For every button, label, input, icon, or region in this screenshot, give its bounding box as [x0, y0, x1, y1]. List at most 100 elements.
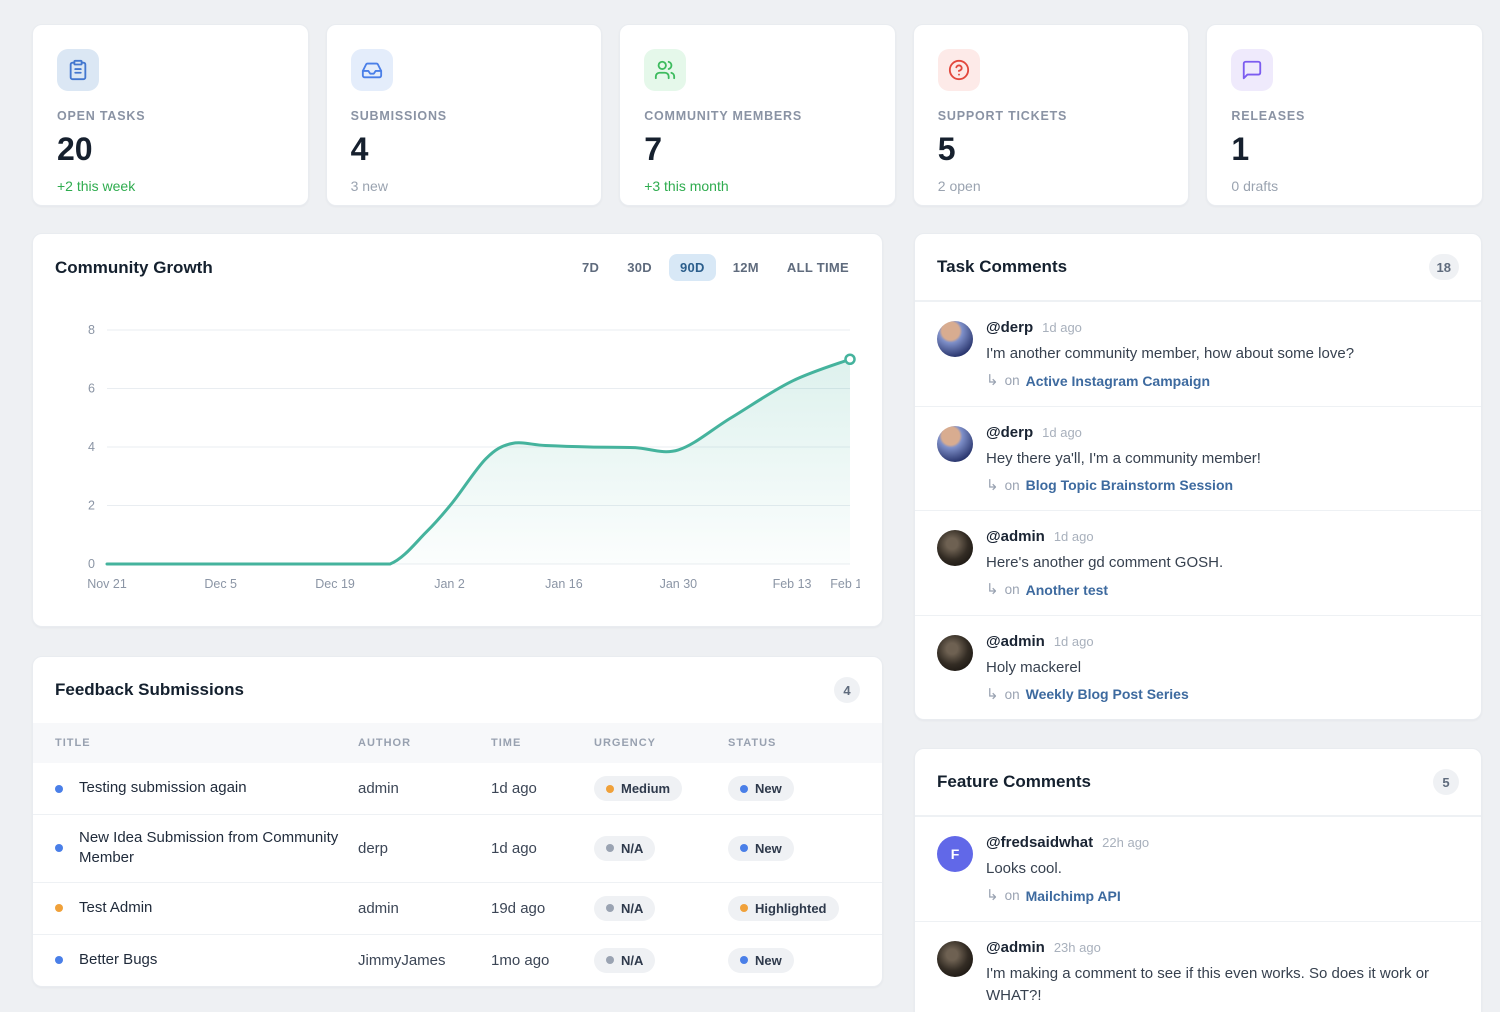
- status-badge: Highlighted: [728, 895, 839, 921]
- urgency-badge: Medium: [594, 776, 683, 801]
- comment-target-link[interactable]: Another test: [1025, 581, 1109, 598]
- submission-author: derp: [358, 839, 389, 857]
- task-comments-title: Task Comments: [937, 257, 1068, 276]
- stat-label: OPEN TASKS: [57, 109, 146, 123]
- feedback-count-badge: 4: [834, 677, 860, 703]
- stat-card-releases: RELEASES 1 0 drafts: [1206, 24, 1483, 206]
- table-row[interactable]: Testing submission again admin 1d ago Me…: [33, 763, 882, 814]
- stat-subtext: +2 this week: [57, 178, 136, 194]
- range-button-90d[interactable]: 90D: [668, 254, 716, 281]
- feature-comments-count-badge: 5: [1433, 769, 1459, 795]
- table-row[interactable]: Better Bugs JimmyJames 1mo ago N/A New: [33, 933, 882, 986]
- stat-subtext: +3 this month: [644, 178, 729, 194]
- comment-timestamp: 22h ago: [1102, 835, 1150, 850]
- stat-value: 4: [350, 131, 369, 167]
- submission-author: JimmyJames: [358, 951, 446, 969]
- comment-text: I'm making a comment to see if this even…: [986, 964, 1430, 1005]
- svg-text:6: 6: [88, 382, 95, 396]
- users-icon: [644, 49, 687, 91]
- stat-subtext: 0 drafts: [1231, 178, 1279, 194]
- comment-target-link[interactable]: Weekly Blog Post Series: [1025, 686, 1189, 702]
- range-button-30d[interactable]: 30D: [627, 260, 652, 275]
- svg-text:2: 2: [88, 499, 95, 513]
- reply-arrow-icon: ↳: [986, 685, 999, 703]
- avatar: F: [937, 836, 973, 872]
- stats-row: OPEN TASKS 20 +2 this week SUBMISSIONS 4…: [32, 24, 1483, 206]
- comment-author: @admin: [986, 528, 1045, 545]
- stat-card-submissions: SUBMISSIONS 4 3 new: [325, 24, 603, 206]
- feedback-table-header: TITLE AUTHOR TIME URGENCY STATUS: [33, 723, 882, 763]
- stat-value: 20: [57, 131, 93, 167]
- community-growth-title: Community Growth: [55, 257, 213, 277]
- comment-author: @derp: [986, 319, 1034, 336]
- submission-title: New Idea Submission from Community Membe…: [79, 829, 339, 867]
- time-range-selector: 7D 30D 90D 12M ALL TIME: [571, 254, 860, 281]
- urgency-badge: N/A: [594, 835, 656, 861]
- status-badge: New: [728, 776, 794, 801]
- feature-comments-header: Feature Comments 5: [915, 749, 1481, 816]
- row-dot: [55, 784, 63, 793]
- comment-text: Holy mackerel: [986, 658, 1082, 676]
- row-dot: [55, 956, 63, 964]
- comment-target-link[interactable]: Blog Topic Brainstorm Session: [1025, 477, 1234, 493]
- stat-value: 7: [644, 131, 662, 167]
- message-square-icon: [1231, 49, 1274, 91]
- stat-label: RELEASES: [1231, 109, 1306, 123]
- svg-text:0: 0: [88, 557, 95, 571]
- stat-card-support-tickets: SUPPORT TICKETS 5 2 open: [912, 24, 1190, 206]
- avatar: [937, 530, 973, 566]
- status-badge: New: [728, 947, 794, 973]
- reply-arrow-icon: ↳: [986, 476, 999, 494]
- stat-card-community-members: COMMUNITY MEMBERS 7 +3 this month: [619, 24, 896, 206]
- reply-prefix: on: [1004, 686, 1020, 702]
- reply-arrow-icon: ↳: [986, 372, 999, 389]
- comment-target-link[interactable]: Active Instagram Campaign: [1025, 372, 1210, 389]
- submission-title: Better Bugs: [79, 950, 158, 968]
- comment-timestamp: 1d ago: [1042, 424, 1082, 440]
- left-column: Community Growth 7D 30D 90D 12M ALL TIME…: [32, 233, 883, 1012]
- svg-text:Dec 19: Dec 19: [315, 577, 355, 591]
- stat-value: 5: [937, 131, 956, 167]
- stat-label: SUBMISSIONS: [350, 109, 447, 123]
- comment-text: Hey there ya'll, I'm a community member!: [986, 449, 1261, 467]
- column-header-time: TIME: [491, 737, 522, 749]
- stat-label: SUPPORT TICKETS: [937, 109, 1068, 123]
- feedback-submissions-header: Feedback Submissions 4: [33, 657, 882, 723]
- comment-author: @admin: [986, 938, 1045, 956]
- avatar: [937, 425, 973, 462]
- comment-item: @derp 1d ago I'm another community membe…: [915, 301, 1481, 406]
- feature-comments-card: Feature Comments 5 F @fredsaidwhat 22h a…: [914, 748, 1482, 1012]
- svg-text:8: 8: [88, 323, 95, 337]
- inbox-icon: [350, 49, 393, 91]
- help-circle-icon: [937, 49, 980, 91]
- comment-text: I'm another community member, how about …: [986, 345, 1355, 362]
- comment-target-link[interactable]: Mailchimp API: [1025, 887, 1121, 904]
- svg-text:Jan 2: Jan 2: [434, 577, 465, 591]
- comment-timestamp: 1d ago: [1053, 529, 1094, 544]
- column-header-status: STATUS: [728, 737, 777, 749]
- range-button-7d[interactable]: 7D: [581, 260, 600, 275]
- stat-subtext: 3 new: [350, 178, 388, 194]
- comment-timestamp: 1d ago: [1042, 320, 1082, 335]
- reply-prefix: on: [1004, 888, 1020, 903]
- range-button-all-time[interactable]: ALL TIME: [786, 260, 849, 275]
- submission-title: Testing submission again: [79, 779, 247, 797]
- task-comments-count-badge: 18: [1428, 254, 1459, 280]
- reply-prefix: on: [1004, 582, 1020, 597]
- svg-text:4: 4: [88, 440, 95, 454]
- svg-text:Feb 1: Feb 1: [830, 577, 860, 591]
- range-button-12m[interactable]: 12M: [732, 260, 759, 275]
- comment-author: @admin: [986, 632, 1045, 650]
- feedback-submissions-title: Feedback Submissions: [55, 680, 244, 699]
- comment-author: @derp: [986, 423, 1034, 441]
- growth-chart-canvas: 0 2 4 6 8 Nov 21 Dec 5 Dec 19 Jan 2 Jan 16 Jan 30 F…: [33, 301, 882, 626]
- table-row[interactable]: Test Admin admin 19d ago N/A Highlighted: [33, 881, 882, 934]
- column-header-author: AUTHOR: [358, 737, 412, 749]
- submission-time: 1mo ago: [491, 951, 550, 969]
- row-dot: [55, 904, 63, 912]
- table-row[interactable]: New Idea Submission from Community Membe…: [33, 814, 882, 882]
- svg-text:Jan 30: Jan 30: [660, 577, 698, 591]
- submission-title: Test Admin: [79, 898, 153, 916]
- comment-author: @fredsaidwhat: [986, 834, 1094, 851]
- svg-text:Feb 13: Feb 13: [773, 577, 812, 591]
